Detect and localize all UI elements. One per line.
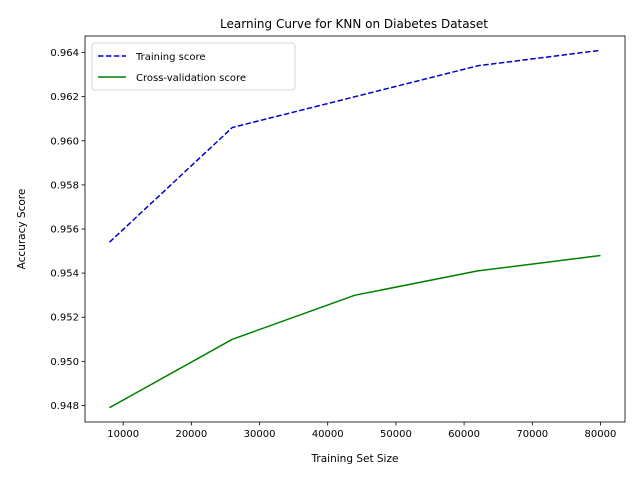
series-line-training-score [108, 49, 601, 243]
y-axis-label: Accuracy Score [16, 189, 28, 270]
series-line-cross-validation-score [109, 254, 601, 409]
x-tick-label: 40000 [312, 429, 344, 440]
y-tick-label: 0.964 [50, 48, 79, 59]
y-tick-label: 0.960 [50, 136, 79, 147]
legend: Training score Cross-validation score [91, 42, 296, 91]
x-tick-label: 80000 [585, 429, 617, 440]
x-tick-label: 70000 [516, 429, 548, 440]
x-tick-label: 20000 [175, 429, 207, 440]
x-tick-label: 60000 [448, 429, 480, 440]
y-tick-label: 0.950 [50, 357, 79, 368]
legend-label-cross-validation: Cross-validation score [136, 73, 246, 84]
legend-box [91, 42, 296, 91]
y-tick-label: 0.952 [50, 313, 79, 324]
x-tick-label: 50000 [380, 429, 412, 440]
y-tick-label: 0.954 [50, 269, 79, 280]
legend-label-training: Training score [135, 52, 206, 63]
x-tick-label: 10000 [107, 429, 139, 440]
y-tick-label: 0.956 [50, 225, 79, 236]
chart-title: Learning Curve for KNN on Diabetes Datas… [220, 17, 488, 31]
y-tick-label: 0.958 [50, 180, 79, 191]
y-axis-ticks: 0.948 0.950 0.952 0.954 0.956 0.958 0.960 0.962… [50, 48, 85, 412]
y-tick-label: 0.948 [50, 401, 79, 412]
axes-frame [84, 35, 626, 423]
x-axis-label: Training Set Size [311, 453, 399, 465]
y-tick-label: 0.962 [50, 92, 79, 103]
x-axis-ticks: 10000 20000 30000 40000 50000 60000 70000 80000 [107, 422, 616, 440]
series-layer [108, 49, 601, 409]
x-tick-label: 30000 [244, 429, 276, 440]
